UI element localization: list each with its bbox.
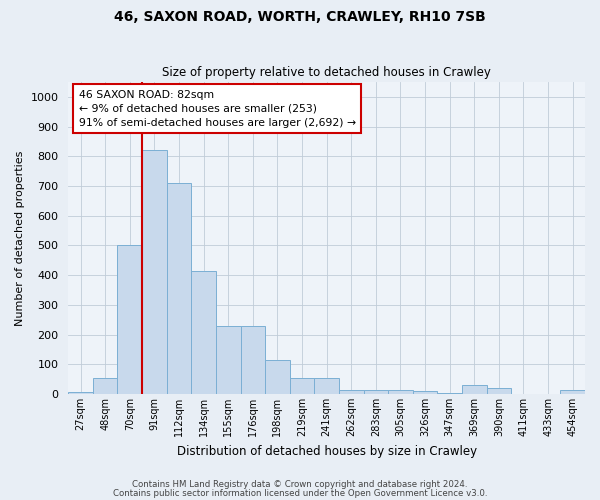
- Bar: [265, 360, 290, 394]
- Bar: [191, 270, 216, 394]
- Bar: [118, 246, 142, 394]
- Y-axis label: Number of detached properties: Number of detached properties: [15, 150, 25, 326]
- Bar: [93, 378, 118, 394]
- Bar: [339, 390, 364, 394]
- Title: Size of property relative to detached houses in Crawley: Size of property relative to detached ho…: [162, 66, 491, 80]
- Bar: [487, 388, 511, 394]
- Text: Contains public sector information licensed under the Open Government Licence v3: Contains public sector information licen…: [113, 488, 487, 498]
- Bar: [388, 390, 413, 394]
- Bar: [241, 326, 265, 394]
- Text: 46, SAXON ROAD, WORTH, CRAWLEY, RH10 7SB: 46, SAXON ROAD, WORTH, CRAWLEY, RH10 7SB: [114, 10, 486, 24]
- Bar: [462, 385, 487, 394]
- Bar: [413, 391, 437, 394]
- Bar: [290, 378, 314, 394]
- Bar: [142, 150, 167, 394]
- Text: Contains HM Land Registry data © Crown copyright and database right 2024.: Contains HM Land Registry data © Crown c…: [132, 480, 468, 489]
- Bar: [314, 378, 339, 394]
- Bar: [167, 183, 191, 394]
- Bar: [437, 392, 462, 394]
- X-axis label: Distribution of detached houses by size in Crawley: Distribution of detached houses by size …: [176, 444, 477, 458]
- Bar: [364, 390, 388, 394]
- Bar: [216, 326, 241, 394]
- Bar: [560, 390, 585, 394]
- Bar: [68, 392, 93, 394]
- Text: 46 SAXON ROAD: 82sqm
← 9% of detached houses are smaller (253)
91% of semi-detac: 46 SAXON ROAD: 82sqm ← 9% of detached ho…: [79, 90, 356, 128]
